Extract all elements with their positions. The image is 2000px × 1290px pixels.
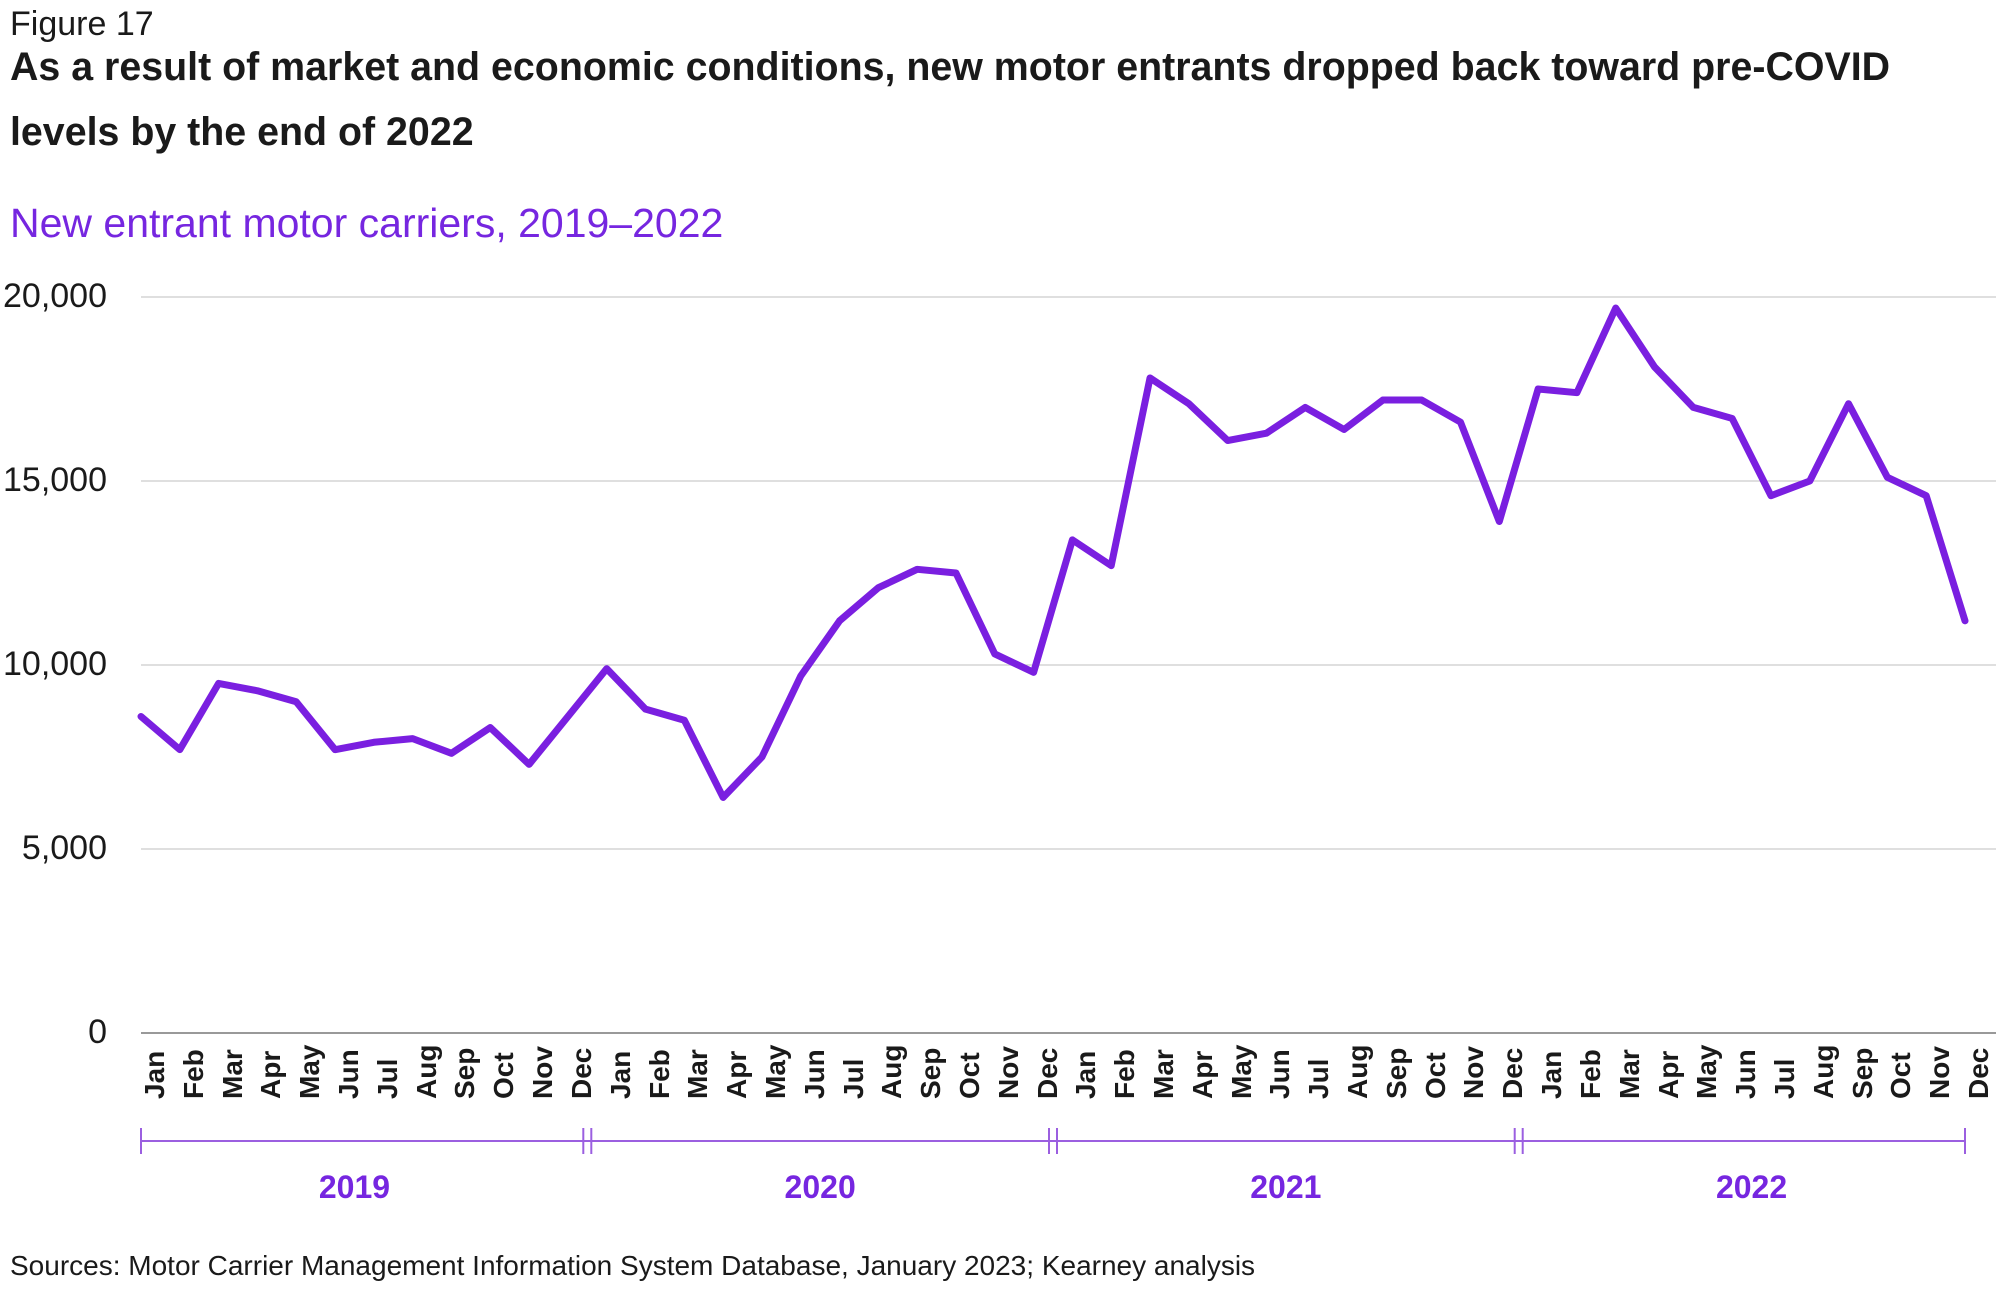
svg-text:15,000: 15,000 xyxy=(3,461,107,499)
svg-text:2022: 2022 xyxy=(1716,1169,1787,1205)
svg-text:2020: 2020 xyxy=(785,1169,856,1205)
svg-text:2019: 2019 xyxy=(319,1169,390,1205)
svg-text:5,000: 5,000 xyxy=(22,829,107,867)
svg-text:10,000: 10,000 xyxy=(3,645,107,683)
svg-text:2021: 2021 xyxy=(1250,1169,1321,1205)
svg-text:20,000: 20,000 xyxy=(3,277,107,315)
svg-text:0: 0 xyxy=(88,1013,107,1051)
